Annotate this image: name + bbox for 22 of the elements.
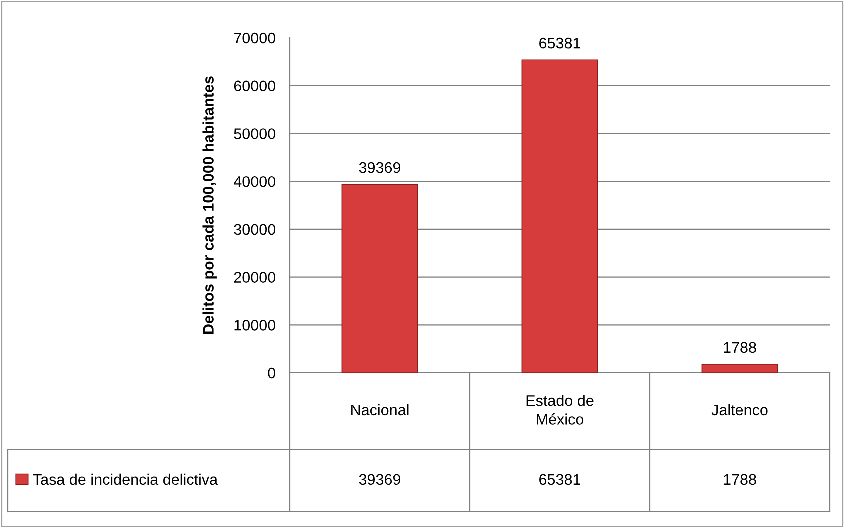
y-tick-label: 0 [268,368,276,379]
text: 39369 [359,474,401,486]
y-tick-label: 70000 [234,32,276,44]
y-tick-label: 40000 [234,176,276,188]
y-tick-label: 50000 [234,128,276,140]
y-tick-label: 60000 [234,80,276,92]
text: 65381 [540,474,580,486]
x-tick-label: Jaltenco [712,404,768,416]
y-tick-label: 30000 [234,224,276,236]
x-tick-label: Estado de México [526,395,594,425]
x-tick-label: Nacional [352,404,409,416]
y-tick-label: 20000 [234,272,276,283]
bar [522,60,598,373]
legend-label: Tasa de incidencia delictiva [33,474,218,486]
bar [342,184,418,373]
text: 1788 [724,474,756,486]
data-label: 65381 [540,38,580,49]
y-tick-label: 10000 [234,320,276,331]
bar [702,364,778,373]
data-label: 39369 [359,162,401,174]
y-axis-title: Delitos por cada 100,000 habitantes [202,76,217,334]
data-label: 1788 [724,342,756,354]
